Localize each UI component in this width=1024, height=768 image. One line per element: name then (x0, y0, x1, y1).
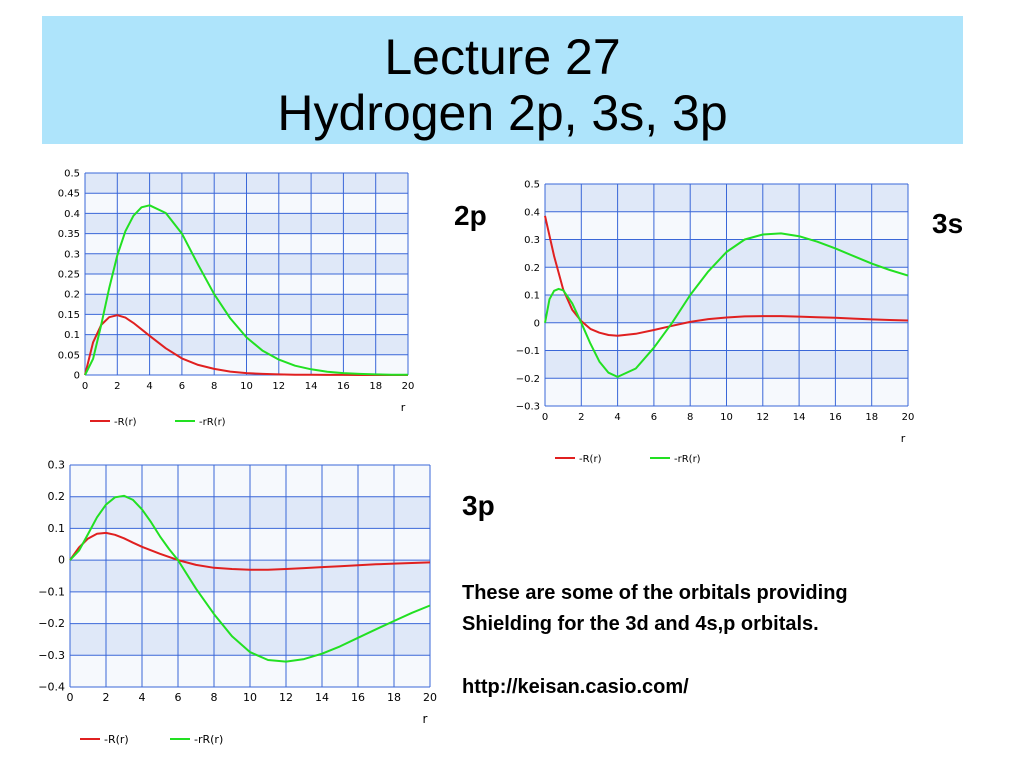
y-tick-label: 0.45 (58, 189, 80, 200)
y-tick-label: −0.2 (38, 617, 65, 630)
source-link[interactable]: http://keisan.casio.com/ (462, 676, 689, 698)
y-tick-label: 0.4 (524, 207, 540, 218)
label-2p: 2p (454, 200, 487, 231)
x-tick-label: 2 (578, 412, 584, 423)
y-tick-label: 0.2 (48, 490, 66, 503)
x-tick-label: 0 (67, 691, 74, 704)
y-tick-label: −0.3 (516, 402, 540, 413)
x-tick-label: 0 (82, 381, 88, 392)
slide-subtitle: Hydrogen 2p, 3s, 3p (277, 85, 728, 141)
y-tick-label: 0.35 (58, 229, 80, 240)
chart-2p: 0 2 4 6 8 10 12 14 16 18 20 0 0.05 0.1 0.15 0.2 0.25 0.3 0… (40, 160, 425, 440)
y-tick-label: −0.4 (38, 681, 65, 694)
x-tick-label: 4 (146, 381, 152, 392)
x-tick-label: 12 (279, 691, 293, 704)
x-tick-label: 10 (240, 381, 253, 392)
x-tick-label: 6 (179, 381, 185, 392)
x-axis-label: r (901, 432, 906, 445)
x-tick-label: 6 (175, 691, 182, 704)
x-axis-label: r (423, 712, 428, 726)
chart-3s: 0 2 4 6 8 10 12 14 16 18 20 −0.3 −0.2 −0.1 0 0.1 0.2 0.3 0… (505, 172, 925, 472)
y-tick-label: −0.3 (38, 649, 65, 662)
x-tick-label: 0 (542, 412, 548, 423)
series-line-rR (69, 494, 431, 663)
legend-label: -R(r) (579, 454, 602, 465)
x-tick-label: 12 (756, 412, 769, 423)
y-tick-label: −0.2 (516, 374, 540, 385)
y-tick-label: 0.2 (524, 263, 540, 274)
y-tick-label: 0.15 (58, 310, 80, 321)
y-tick-label: 0.5 (64, 169, 80, 180)
x-tick-label: 12 (272, 381, 285, 392)
x-tick-label: 6 (651, 412, 657, 423)
x-tick-label: 16 (829, 412, 842, 423)
y-tick-label: 0.2 (64, 290, 80, 301)
y-tick-label: 0.1 (64, 330, 80, 341)
y-tick-label: 0 (74, 371, 80, 382)
x-tick-label: 14 (315, 691, 329, 704)
x-tick-label: 18 (387, 691, 401, 704)
x-tick-label: 10 (720, 412, 733, 423)
legend-label: -rR(r) (674, 454, 701, 465)
x-tick-label: 10 (243, 691, 257, 704)
y-tick-label: 0.4 (64, 209, 80, 220)
y-tick-label: 0.3 (64, 249, 80, 260)
x-tick-label: 8 (211, 381, 217, 392)
y-tick-label: 0 (58, 554, 65, 567)
x-tick-label: 2 (114, 381, 120, 392)
x-tick-label: 16 (337, 381, 350, 392)
y-tick-label: 0 (534, 318, 540, 329)
legend-label: -R(r) (114, 417, 137, 428)
x-tick-label: 16 (351, 691, 365, 704)
chart-3s-svg: 0 2 4 6 8 10 12 14 16 18 20 −0.3 −0.2 −0.1 0 0.1 0.2 0.3 0… (516, 180, 915, 466)
legend-label: -rR(r) (199, 417, 226, 428)
note-line-1: These are some of the orbitals providing (462, 582, 848, 604)
chart-2p-svg: 0 2 4 6 8 10 12 14 16 18 20 0 0.05 0.1 0.15 0.2 0.25 0.3 0… (58, 169, 415, 429)
label-3s: 3s (932, 208, 964, 239)
x-tick-label: 18 (865, 412, 878, 423)
x-tick-label: 20 (402, 381, 415, 392)
x-tick-label: 18 (369, 381, 382, 392)
y-tick-label: −0.1 (516, 346, 540, 357)
x-tick-label: 2 (103, 691, 110, 704)
y-tick-label: 0.3 (524, 235, 540, 246)
x-tick-label: 4 (139, 691, 146, 704)
x-tick-label: 8 (687, 412, 693, 423)
y-tick-label: 0.05 (58, 350, 80, 361)
x-tick-label: 8 (211, 691, 218, 704)
legend-label: -rR(r) (194, 733, 223, 746)
series-line-R (84, 314, 408, 376)
legend-label: -R(r) (104, 733, 129, 746)
y-tick-label: 0.1 (48, 522, 66, 535)
slide-title: Lecture 27 (384, 29, 621, 85)
title-banner: Lecture 27 Hydrogen 2p, 3s, 3p (42, 16, 963, 144)
y-tick-label: 0.5 (524, 180, 540, 191)
x-axis-label: r (401, 401, 406, 414)
note-line-2: Shielding for the 3d and 4s,p orbitals. (462, 613, 819, 635)
chart-3p: 0 2 4 6 8 10 12 14 16 18 20 −0.4 −0.3 −0.2 −0.1 0 0.1 0.2… (30, 455, 440, 755)
y-tick-label: 0.3 (48, 459, 66, 472)
y-tick-label: 0.25 (58, 270, 80, 281)
x-tick-label: 20 (902, 412, 915, 423)
x-tick-label: 14 (793, 412, 806, 423)
x-tick-label: 20 (423, 691, 437, 704)
y-tick-label: −0.1 (38, 585, 65, 598)
x-tick-label: 4 (614, 412, 620, 423)
chart-3p-svg: 0 2 4 6 8 10 12 14 16 18 20 −0.4 −0.3 −0.2 −0.1 0 0.1 0.2… (38, 459, 437, 747)
label-3p: 3p (462, 490, 495, 521)
series-line-R (69, 531, 431, 571)
y-tick-label: 0.1 (524, 291, 540, 302)
x-tick-label: 14 (305, 381, 318, 392)
series-line-rR (84, 204, 409, 376)
series-line-rR (544, 232, 909, 378)
